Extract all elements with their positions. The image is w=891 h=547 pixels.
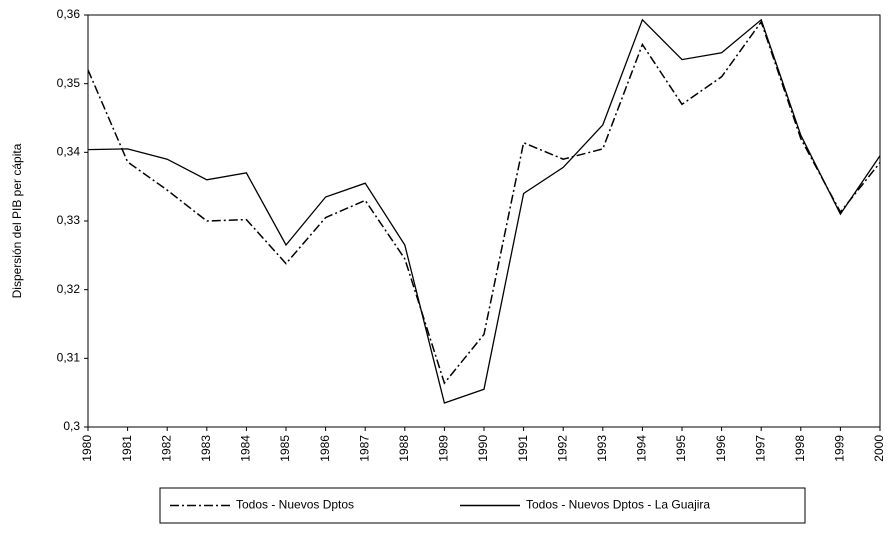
y-tick-label: 0,36 [57,7,81,21]
x-tick-label: 1986 [318,435,332,462]
x-tick-label: 1999 [833,435,847,462]
x-tick-label: 1987 [357,435,371,462]
x-tick-label: 1996 [714,435,728,462]
legend-label: Todos - Nuevos Dptos [236,498,354,512]
y-tick-label: 0,35 [57,76,81,90]
y-tick-label: 0,34 [57,145,81,159]
x-tick-label: 1980 [80,435,94,462]
x-tick-label: 1990 [476,435,490,462]
x-tick-label: 1983 [199,435,213,462]
x-tick-label: 1984 [239,435,253,462]
y-tick-label: 0,32 [57,282,81,296]
series-line [87,20,881,385]
x-tick-label: 1991 [516,435,530,462]
x-tick-label: 1993 [595,435,609,462]
legend-box [159,487,806,524]
x-tick-label: 1992 [555,435,569,462]
y-tick-label: 0,33 [57,213,81,227]
x-tick-label: 1994 [635,435,649,462]
x-tick-label: 1981 [120,435,134,462]
x-tick-label: 2000 [872,435,886,462]
x-tick-label: 1995 [674,435,688,462]
legend-label: Todos - Nuevos Dptos - La Guajira [526,498,710,512]
series-line [87,18,881,404]
y-axis-label: Dispersión del PIB per cápita [10,143,24,298]
y-tick-label: 0,3 [63,419,80,433]
x-tick-label: 1997 [753,435,767,462]
x-tick-label: 1985 [278,435,292,462]
x-tick-label: 1988 [397,435,411,462]
y-tick-label: 0,31 [57,351,81,365]
x-tick-label: 1989 [437,435,451,462]
x-tick-label: 1982 [159,435,173,462]
x-tick-label: 1998 [793,435,807,462]
